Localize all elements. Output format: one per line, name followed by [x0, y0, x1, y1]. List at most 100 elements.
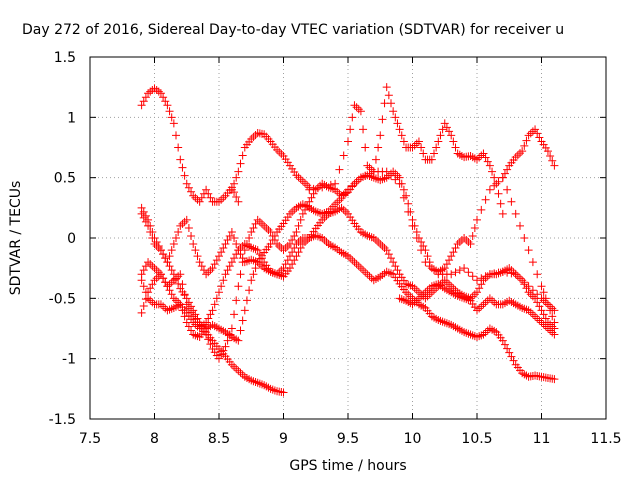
- data-point: [191, 320, 200, 329]
- x-tick-label: 10.5: [461, 431, 492, 447]
- data-point: [363, 270, 372, 279]
- data-point: [399, 295, 408, 304]
- data-point: [468, 272, 477, 281]
- data-point: [247, 135, 256, 144]
- data-point: [251, 377, 260, 386]
- data-point: [309, 206, 318, 215]
- data-point: [169, 294, 178, 303]
- data-point: [333, 198, 342, 207]
- data-point: [348, 256, 357, 265]
- data-point: [215, 197, 223, 206]
- data-point: [296, 215, 305, 224]
- data-point: [539, 288, 548, 297]
- data-point: [307, 205, 316, 214]
- data-point: [479, 276, 488, 285]
- data-point: [447, 320, 456, 329]
- data-point: [483, 157, 492, 166]
- data-point: [232, 335, 241, 344]
- data-point: [275, 147, 284, 156]
- data-point: [455, 266, 464, 275]
- data-point: [550, 330, 559, 339]
- data-point: [531, 312, 540, 321]
- data-point: [223, 336, 232, 345]
- data-point: [294, 221, 303, 230]
- data-point: [507, 297, 516, 306]
- data-point: [260, 381, 269, 390]
- data-point: [270, 386, 279, 395]
- data-point: [382, 246, 391, 255]
- data-point: [533, 314, 542, 323]
- data-point: [460, 234, 469, 242]
- data-point: [178, 280, 187, 289]
- data-point: [546, 151, 555, 160]
- data-points: [137, 83, 559, 397]
- data-point: [159, 250, 168, 259]
- data-point: [148, 262, 157, 271]
- data-point: [247, 243, 256, 252]
- data-point: [430, 149, 438, 158]
- data-point: [470, 303, 479, 312]
- data-point: [204, 335, 213, 344]
- data-point: [197, 322, 206, 331]
- data-point: [339, 249, 348, 258]
- data-point: [268, 231, 277, 240]
- data-point: [217, 350, 226, 359]
- data-point: [490, 173, 499, 182]
- data-point: [361, 268, 370, 277]
- data-point: [374, 143, 383, 152]
- data-point: [165, 280, 174, 289]
- data-point: [298, 209, 307, 218]
- data-point: [434, 279, 443, 288]
- data-point: [333, 245, 342, 254]
- data-point: [382, 173, 391, 182]
- data-point: [215, 324, 223, 333]
- data-point: [311, 185, 320, 194]
- data-point: [144, 294, 153, 303]
- data-point: [550, 375, 559, 384]
- data-point: [496, 268, 505, 277]
- data-point: [247, 376, 256, 385]
- data-point: [245, 242, 254, 251]
- data-point: [264, 264, 273, 273]
- data-point: [414, 137, 423, 146]
- data-point: [369, 234, 378, 242]
- data-point: [548, 304, 557, 313]
- data-point: [294, 173, 303, 182]
- data-point: [455, 325, 464, 334]
- data-point: [232, 296, 241, 305]
- data-point: [511, 300, 520, 309]
- data-point: [150, 276, 159, 285]
- data-point: [479, 300, 488, 309]
- data-point: [152, 242, 161, 251]
- data-point: [473, 332, 481, 341]
- data-point: [399, 193, 408, 202]
- x-tick-label: 8.5: [208, 431, 230, 447]
- data-point: [255, 260, 264, 269]
- data-point: [457, 326, 466, 335]
- data-point: [210, 348, 219, 357]
- data-point: [247, 255, 256, 264]
- data-point: [402, 296, 411, 305]
- data-point: [397, 131, 406, 140]
- data-point: [163, 258, 172, 267]
- data-point: [374, 273, 383, 282]
- data-point: [462, 328, 471, 337]
- data-point: [262, 261, 271, 270]
- data-point: [294, 202, 303, 211]
- data-point: [277, 266, 286, 275]
- data-point: [189, 240, 198, 249]
- data-point: [144, 221, 153, 230]
- data-point: [371, 174, 380, 183]
- y-tick-label: 0.5: [54, 171, 76, 187]
- data-point: [402, 288, 411, 297]
- data-point: [516, 149, 524, 158]
- data-point: [159, 274, 168, 283]
- data-point: [167, 266, 176, 275]
- data-point: [395, 125, 404, 134]
- data-point: [176, 284, 185, 293]
- data-point: [460, 328, 469, 337]
- data-point: [193, 195, 202, 204]
- data-point: [331, 200, 340, 209]
- data-point: [498, 336, 507, 345]
